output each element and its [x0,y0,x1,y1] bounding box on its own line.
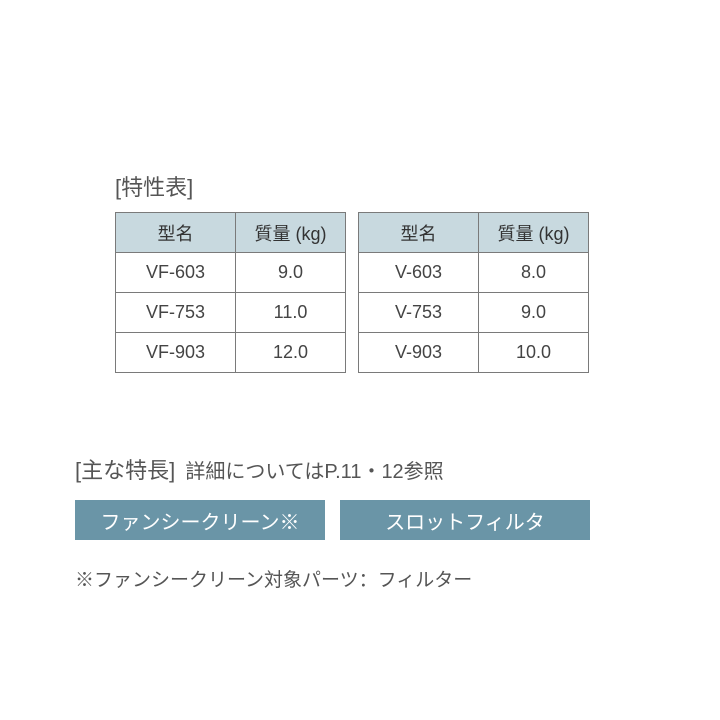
table-row: V-603 8.0 [359,253,589,293]
spec-table-left: 型名 質量 (kg) VF-603 9.0 VF-753 11.0 VF-903… [115,212,346,373]
table-row: V-903 10.0 [359,333,589,373]
cell-mass: 9.0 [479,293,589,333]
spec-table-title: [特性表] [115,170,720,202]
features-block: [主な特長] 詳細についてはP.11・12参照 ファンシークリーン※ スロットフ… [75,453,720,592]
cell-model: V-603 [359,253,479,293]
cell-mass: 12.0 [236,333,346,373]
features-heading-sub: 詳細についてはP.11・12参照 [185,461,443,483]
cell-model: VF-903 [116,333,236,373]
table-row: VF-903 12.0 [116,333,346,373]
page-root: [特性表] 型名 質量 (kg) VF-603 9.0 VF-753 11.0 … [0,0,720,720]
table-row: VF-753 11.0 [116,293,346,333]
cell-model: VF-603 [116,253,236,293]
cell-model: VF-753 [116,293,236,333]
spec-tables-row: 型名 質量 (kg) VF-603 9.0 VF-753 11.0 VF-903… [115,212,720,373]
table-row: VF-603 9.0 [116,253,346,293]
feature-badge: スロットフィルタ [340,500,590,540]
feature-badge: ファンシークリーン※ [75,500,325,540]
features-footnote: ※ファンシークリーン対象パーツ：フィルター [75,565,720,592]
col-header-mass: 質量 (kg) [479,213,589,253]
feature-badges-row: ファンシークリーン※ スロットフィルタ [75,500,720,540]
spec-table-right: 型名 質量 (kg) V-603 8.0 V-753 9.0 V-903 10.… [358,212,589,373]
col-header-mass: 質量 (kg) [236,213,346,253]
features-heading-main: [主な特長] [75,458,175,483]
col-header-model: 型名 [359,213,479,253]
table-header-row: 型名 質量 (kg) [359,213,589,253]
cell-mass: 10.0 [479,333,589,373]
col-header-model: 型名 [116,213,236,253]
cell-mass: 9.0 [236,253,346,293]
table-header-row: 型名 質量 (kg) [116,213,346,253]
cell-mass: 8.0 [479,253,589,293]
cell-mass: 11.0 [236,293,346,333]
table-row: V-753 9.0 [359,293,589,333]
cell-model: V-903 [359,333,479,373]
features-heading: [主な特長] 詳細についてはP.11・12参照 [75,453,720,485]
cell-model: V-753 [359,293,479,333]
